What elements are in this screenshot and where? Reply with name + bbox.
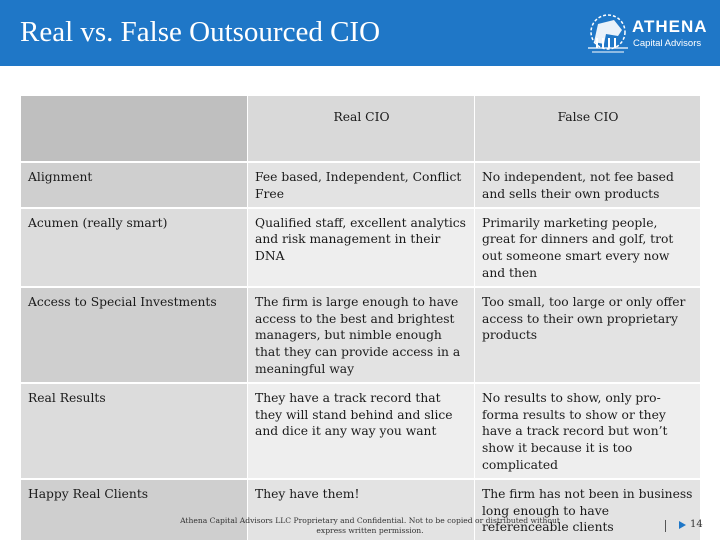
table-row: Real Results They have a track record th… (21, 381, 701, 478)
table-header-row: Real CIO False CIO (21, 96, 701, 161)
slide-title: Real vs. False Outsourced CIO (20, 16, 381, 48)
real-cio-cell: The firm is large enough to have access … (248, 285, 475, 382)
real-cio-cell: Qualified staff, excellent analytics and… (248, 206, 475, 286)
real-cio-cell: Fee based, Independent, Conflict Free (248, 161, 475, 207)
false-cio-cell: Primarily marketing people, great for di… (475, 206, 701, 286)
real-cio-cell: They have a track record that they will … (248, 381, 475, 478)
column-header-real-cio: Real CIO (248, 96, 475, 161)
logo-wordmark: ATHENA (632, 17, 708, 36)
row-label: Access to Special Investments (21, 285, 248, 382)
athena-helmet-icon (588, 14, 628, 53)
false-cio-cell: No independent, not fee based and sells … (475, 161, 701, 207)
false-cio-cell: The firm has not been in business long e… (475, 477, 701, 540)
table-row: Alignment Fee based, Independent, Confli… (21, 161, 701, 207)
real-cio-cell: They have them! (248, 477, 475, 540)
row-label: Alignment (21, 161, 248, 207)
table-row: Acumen (really smart) Qualified staff, e… (21, 206, 701, 286)
athena-logo: ATHENA Capital Advisors (584, 12, 707, 56)
logo-tagline: Capital Advisors (633, 38, 702, 49)
row-label: Real Results (21, 381, 248, 478)
title-bar: Real vs. False Outsourced CIO ATHENA Cap… (0, 0, 720, 66)
table-row: Access to Special Investments The firm i… (21, 285, 701, 382)
row-label: Acumen (really smart) (21, 206, 248, 286)
column-header-empty (21, 96, 248, 161)
comparison-table: Real CIO False CIO Alignment Fee based, … (21, 96, 701, 540)
footer-divider (665, 520, 666, 532)
table-row: Happy Real Clients They have them! The f… (21, 477, 701, 540)
row-label: Happy Real Clients (21, 477, 248, 540)
play-arrow-icon (679, 521, 686, 529)
false-cio-cell: No results to show, only pro-forma resul… (475, 381, 701, 478)
column-header-false-cio: False CIO (475, 96, 701, 161)
confidentiality-notice: Athena Capital Advisors LLC Proprietary … (180, 516, 560, 535)
false-cio-cell: Too small, too large or only offer acces… (475, 285, 701, 382)
page-number: 14 (690, 519, 703, 530)
